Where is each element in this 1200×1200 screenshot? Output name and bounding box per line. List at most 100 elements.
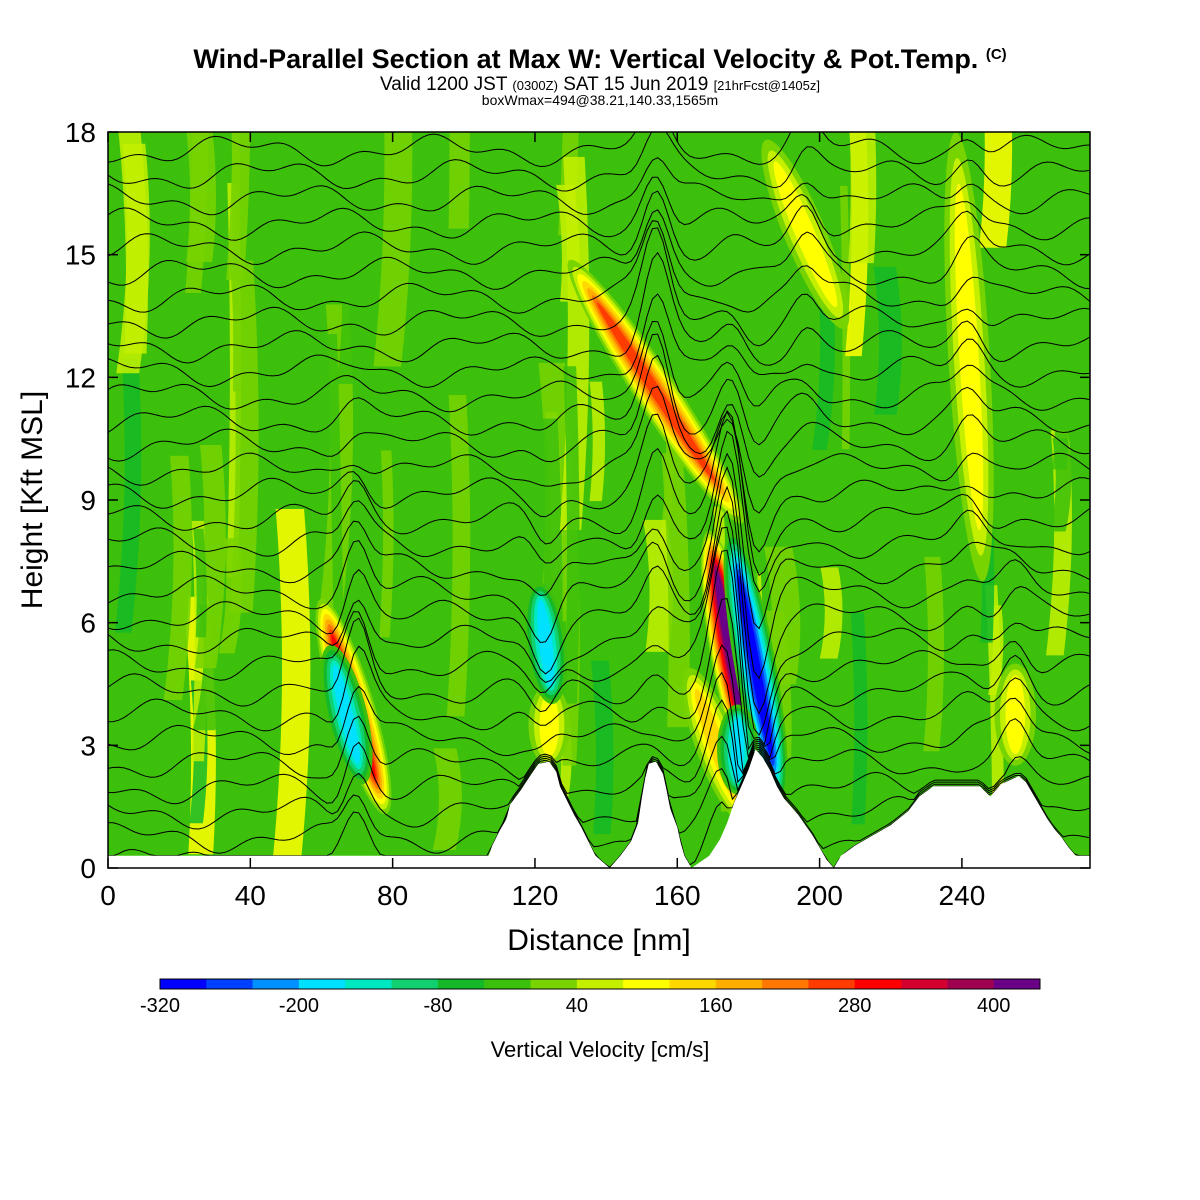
colorbar-swatch	[715, 979, 763, 989]
velocity-shade-band	[661, 453, 690, 728]
theta-contour	[108, 699, 1090, 805]
theta-contour	[108, 333, 1090, 446]
theta-contour	[108, 176, 1090, 241]
colorbar-swatch	[437, 979, 485, 989]
forecast-hour: [21hrFcst@1405z]	[713, 78, 820, 93]
theta-contour	[108, 750, 1090, 854]
theta-contour	[108, 644, 1090, 774]
velocity-shade-band	[978, 132, 1013, 248]
theta-contour	[108, 549, 1090, 751]
theta-contour	[108, 409, 1090, 576]
colorbar-frame	[159, 978, 1041, 990]
valid-time: Valid 1200 JST	[380, 74, 508, 95]
colorbar-swatch	[252, 979, 300, 989]
theta-contour	[108, 190, 1090, 266]
x-tick-label: 40	[235, 880, 266, 911]
colorbar-swatch	[808, 979, 856, 989]
theta-contour	[108, 526, 1090, 746]
theta-contour	[108, 485, 1090, 715]
box-wmax-note: boxWmax=494@38.21,140.33,1565m	[481, 92, 719, 108]
velocity-shade-band	[873, 266, 902, 415]
colorbar-swatch	[623, 979, 670, 989]
y-tick-label: 15	[65, 240, 96, 271]
colorbar-label: -320	[140, 995, 180, 1017]
colorbar-swatch	[901, 979, 948, 989]
velocity-shade-band	[432, 748, 462, 851]
theta-contour	[108, 510, 1090, 737]
updraft-core	[539, 693, 559, 757]
terrain	[108, 749, 1090, 868]
velocity-shade-band	[108, 317, 116, 550]
colorbar-swatch	[576, 979, 624, 989]
updraft-core	[1005, 675, 1026, 755]
updraft-core	[716, 573, 746, 730]
theta-contour	[108, 132, 1090, 192]
x-tick-label: 160	[654, 880, 701, 911]
velocity-shade-band	[373, 132, 413, 367]
velocity-shade-band	[229, 260, 259, 613]
colorbar-swatch	[530, 979, 578, 989]
chart-title-mark: (C)	[985, 46, 1007, 63]
y-tick-label: 6	[80, 608, 96, 639]
velocity-shade-band	[812, 280, 835, 450]
theta-contour	[108, 220, 1090, 314]
theta-contour	[108, 354, 1090, 478]
y-tick-label: 3	[80, 730, 96, 761]
theta-contour	[108, 466, 1090, 680]
theta-contour	[108, 132, 1090, 168]
velocity-shade-band	[193, 528, 207, 638]
colorbar-swatch	[298, 979, 346, 989]
colorbar-label: 280	[838, 995, 871, 1017]
velocity-shade-band	[1052, 278, 1071, 470]
theta-contour	[108, 735, 1090, 830]
colorbar-swatch	[854, 979, 902, 989]
colorbar-swatch	[484, 979, 532, 989]
chart-title-text: Wind-Parallel Section at Max W: Vertical…	[193, 44, 979, 74]
y-tick-label: 0	[80, 853, 96, 884]
theta-contour	[108, 157, 1090, 216]
colorbar-swatch	[206, 979, 254, 989]
velocity-shade-band	[163, 455, 192, 701]
x-tick-label: 200	[796, 880, 843, 911]
valid-utc: (0300Z)	[512, 78, 558, 93]
theta-contour	[108, 293, 1090, 388]
valid-date: SAT 15 Jun 2019	[563, 74, 709, 95]
x-tick-label: 240	[939, 880, 986, 911]
theta-contour	[108, 598, 1090, 759]
velocity-shade-band	[589, 381, 606, 502]
colorbar-swatch	[160, 979, 207, 989]
colorbar-swatch	[391, 979, 439, 989]
velocity-shade-band	[218, 538, 243, 654]
velocity-shade-band	[186, 132, 217, 263]
velocity-shade-band	[114, 359, 142, 633]
x-axis-title: Distance [nm]	[507, 924, 690, 957]
theta-contour	[108, 385, 1090, 514]
colorbar-label: 40	[566, 995, 588, 1017]
velocity-shade-band	[118, 132, 149, 354]
colorbar-label: -80	[423, 995, 452, 1017]
updraft-core	[773, 161, 838, 308]
velocity-shade-band	[850, 612, 868, 825]
y-tick-label: 18	[65, 117, 96, 148]
updraft-core	[596, 302, 716, 482]
theta-contour	[108, 209, 1090, 290]
velocity-shade-band	[272, 508, 311, 867]
colorbar-swatch	[762, 979, 809, 989]
chart-title: Wind-Parallel Section at Max W: Vertical…	[0, 44, 1200, 75]
x-tick-label: 120	[512, 880, 559, 911]
theta-contour	[108, 452, 1090, 630]
theta-contour	[108, 411, 1090, 553]
y-tick-label: 9	[80, 485, 96, 516]
velocity-shade-band	[335, 202, 369, 384]
x-tick-label: 80	[377, 880, 408, 911]
colorbar-swatch	[669, 979, 717, 989]
plot-area	[108, 132, 1090, 868]
theta-contour	[108, 227, 1090, 347]
velocity-shade-band	[448, 132, 470, 229]
velocity-shade-band	[379, 450, 394, 638]
theta-contour	[108, 251, 1090, 366]
velocity-shade-band	[446, 395, 471, 717]
velocity-shade-band	[327, 333, 345, 675]
colorbar-label: -200	[279, 995, 319, 1017]
